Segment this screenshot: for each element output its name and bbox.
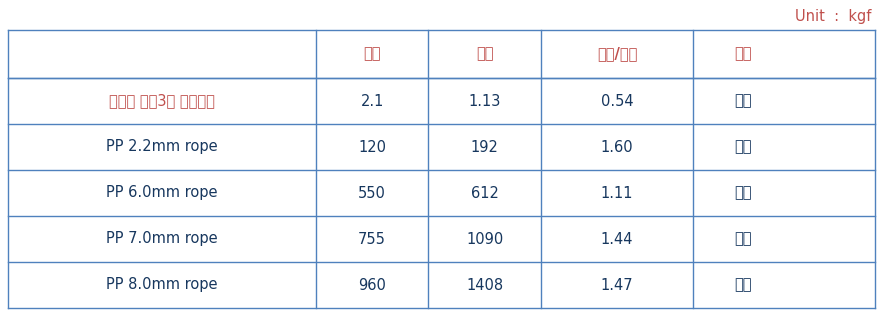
Text: 습시: 습시 [734,94,751,108]
Text: 120: 120 [358,139,386,155]
Text: Unit  :  kgf: Unit : kgf [795,9,871,24]
Text: 비고: 비고 [734,46,751,62]
Text: 1.44: 1.44 [601,232,633,246]
Text: PP 8.0mm rope: PP 8.0mm rope [106,277,217,293]
Text: 실측/문헌: 실측/문헌 [597,46,637,62]
Text: 건시: 건시 [734,139,751,155]
Text: 1.13: 1.13 [469,94,501,108]
Text: 612: 612 [471,185,499,200]
Text: 192: 192 [471,139,499,155]
Text: 실측: 실측 [476,46,493,62]
Text: 1.11: 1.11 [601,185,633,200]
Text: 문헌: 문헌 [363,46,381,62]
Text: 건시: 건시 [734,232,751,246]
Text: PP 7.0mm rope: PP 7.0mm rope [106,232,217,246]
Text: PP 2.2mm rope: PP 2.2mm rope [106,139,217,155]
Text: 960: 960 [358,277,386,293]
Text: 나일론 경심3호 매듭강도: 나일론 경심3호 매듭강도 [109,94,215,108]
Text: 2.1: 2.1 [361,94,384,108]
Text: 건시: 건시 [734,277,751,293]
Text: PP 6.0mm rope: PP 6.0mm rope [106,185,217,200]
Text: 755: 755 [358,232,386,246]
Text: 1.60: 1.60 [601,139,633,155]
Text: 0.54: 0.54 [601,94,633,108]
Text: 건시: 건시 [734,185,751,200]
Text: 1408: 1408 [466,277,503,293]
Text: 1090: 1090 [466,232,504,246]
Text: 550: 550 [358,185,386,200]
Text: 1.47: 1.47 [601,277,633,293]
